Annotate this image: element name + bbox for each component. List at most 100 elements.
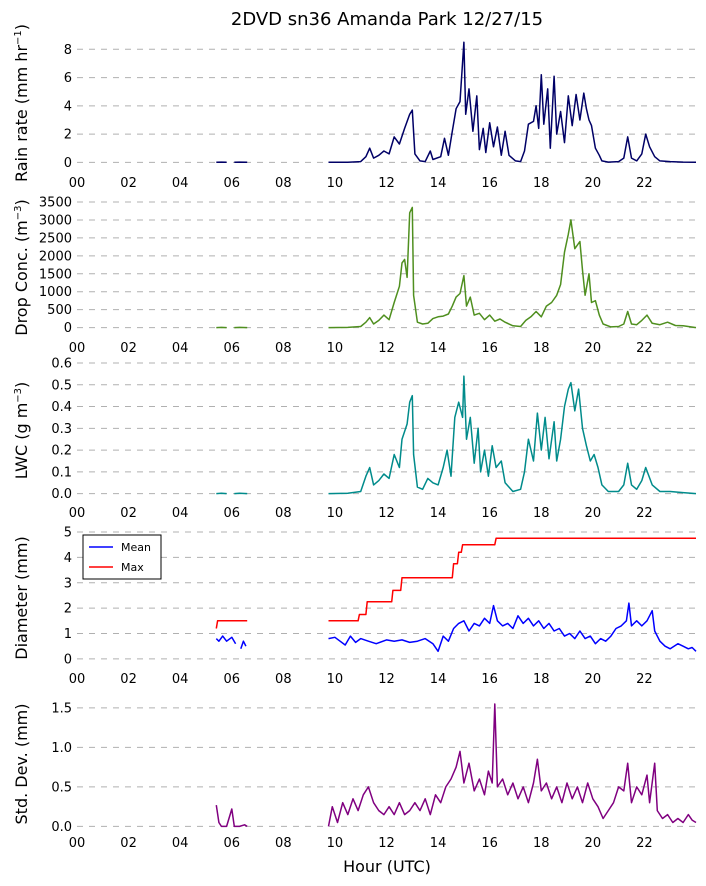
y-tick-label: 1000: [39, 285, 72, 300]
series-line-mean: [240, 640, 247, 650]
x-tick-label: 20: [585, 836, 602, 851]
y-tick-label: 8: [64, 43, 72, 58]
x-tick-label: 22: [636, 672, 653, 687]
x-tick-label: 00: [69, 341, 86, 356]
x-tick-label: 16: [481, 506, 498, 521]
x-tick-label: 20: [585, 176, 602, 191]
y-tick-label: 6: [64, 71, 72, 86]
x-tick-label: 04: [172, 672, 189, 687]
y-tick-label: 1500: [39, 267, 72, 282]
x-tick-label: 20: [585, 506, 602, 521]
x-tick-label: 14: [430, 836, 447, 851]
x-tick-label: 06: [223, 672, 240, 687]
x-tick-label: 04: [172, 341, 189, 356]
x-tick-label: 20: [585, 341, 602, 356]
y-tick-label: 0.5: [51, 780, 72, 795]
y-axis-label: Drop Conc. (m−3): [12, 199, 31, 335]
x-tick-label: 02: [120, 176, 137, 191]
x-tick-label: 22: [636, 506, 653, 521]
series-line: [215, 804, 248, 828]
x-tick-label: 18: [533, 176, 550, 191]
x-tick-label: 12: [378, 176, 395, 191]
series-line-mean: [328, 602, 697, 653]
y-tick-label: 0.3: [51, 422, 72, 437]
y-tick-label: 0.2: [51, 444, 72, 459]
x-tick-label: 22: [636, 341, 653, 356]
y-tick-label: 0.0: [51, 820, 72, 835]
x-tick-label: 10: [327, 341, 344, 356]
y-tick-label: 4: [64, 551, 72, 566]
legend-box: [82, 534, 162, 580]
x-tick-label: 06: [223, 506, 240, 521]
x-tick-label: 10: [327, 176, 344, 191]
legend-label: Mean: [121, 541, 151, 554]
x-tick-label: 12: [378, 341, 395, 356]
y-tick-label: 2: [64, 602, 72, 617]
x-tick-label: 04: [172, 506, 189, 521]
x-tick-label: 06: [223, 836, 240, 851]
y-tick-label: 4: [64, 99, 72, 114]
x-tick-label: 10: [327, 672, 344, 687]
x-tick-label: 06: [223, 176, 240, 191]
x-tick-label: 12: [378, 836, 395, 851]
x-tick-label: 00: [69, 176, 86, 191]
x-tick-label: 02: [120, 672, 137, 687]
x-tick-label: 14: [430, 506, 447, 521]
x-tick-label: 16: [481, 176, 498, 191]
series-line: [328, 375, 697, 495]
y-tick-label: 0.1: [51, 465, 72, 480]
x-tick-label: 00: [69, 506, 86, 521]
y-tick-label: 3000: [39, 213, 72, 228]
x-axis-label: Hour (UTC): [343, 857, 431, 876]
y-tick-label: 1.5: [51, 701, 72, 716]
y-axis-label: Rain rate (mm hr−1): [12, 24, 31, 182]
x-tick-label: 04: [172, 176, 189, 191]
x-tick-label: 00: [69, 836, 86, 851]
series-line-mean: [215, 635, 237, 645]
x-tick-label: 16: [481, 672, 498, 687]
x-tick-label: 06: [223, 341, 240, 356]
y-tick-label: 0: [64, 156, 72, 171]
series-line: [328, 206, 697, 329]
panel-std-dev: 0.0 0.5 1.0 1.5 00 02 04 06 08 10 12 14 16 18 20 22 Std.…: [12, 701, 697, 851]
y-tick-label: 0.5: [51, 378, 72, 393]
y-tick-label: 1.0: [51, 741, 72, 756]
x-tick-label: 18: [533, 341, 550, 356]
x-tick-label: 08: [275, 506, 292, 521]
y-tick-label: 3: [64, 576, 72, 591]
y-axis-label: Diameter (mm): [12, 536, 31, 659]
y-tick-label: 2: [64, 128, 72, 143]
y-tick-label: 0: [64, 652, 72, 667]
y-tick-label: 2000: [39, 249, 72, 264]
x-tick-label: 08: [275, 836, 292, 851]
legend-label: Max: [121, 561, 144, 574]
x-tick-label: 02: [120, 341, 137, 356]
series-line-max: [328, 537, 696, 622]
x-tick-label: 22: [636, 176, 653, 191]
y-tick-label: 0: [64, 321, 72, 336]
x-tick-label: 20: [585, 672, 602, 687]
legend: Mean Max: [82, 534, 162, 580]
panel-lwc: 0.0 0.1 0.2 0.3 0.4 0.5 0.6 00 02 04 06 08 10 12 14 16 1…: [12, 357, 697, 521]
y-tick-label: 5: [64, 526, 72, 541]
x-tick-label: 18: [533, 672, 550, 687]
x-tick-label: 00: [69, 672, 86, 687]
y-tick-label: 3500: [39, 196, 72, 211]
x-tick-label: 08: [275, 672, 292, 687]
x-tick-label: 10: [327, 836, 344, 851]
y-tick-label: 0.0: [51, 487, 72, 502]
series-line: [328, 41, 697, 164]
x-tick-label: 16: [481, 836, 498, 851]
y-tick-label: 0.4: [51, 400, 72, 415]
x-tick-label: 18: [533, 506, 550, 521]
y-axis-label: LWC (g m−3): [12, 382, 31, 480]
x-tick-label: 08: [275, 176, 292, 191]
x-tick-label: 14: [430, 672, 447, 687]
x-tick-label: 16: [481, 341, 498, 356]
x-tick-label: 10: [327, 506, 344, 521]
x-tick-label: 04: [172, 836, 189, 851]
